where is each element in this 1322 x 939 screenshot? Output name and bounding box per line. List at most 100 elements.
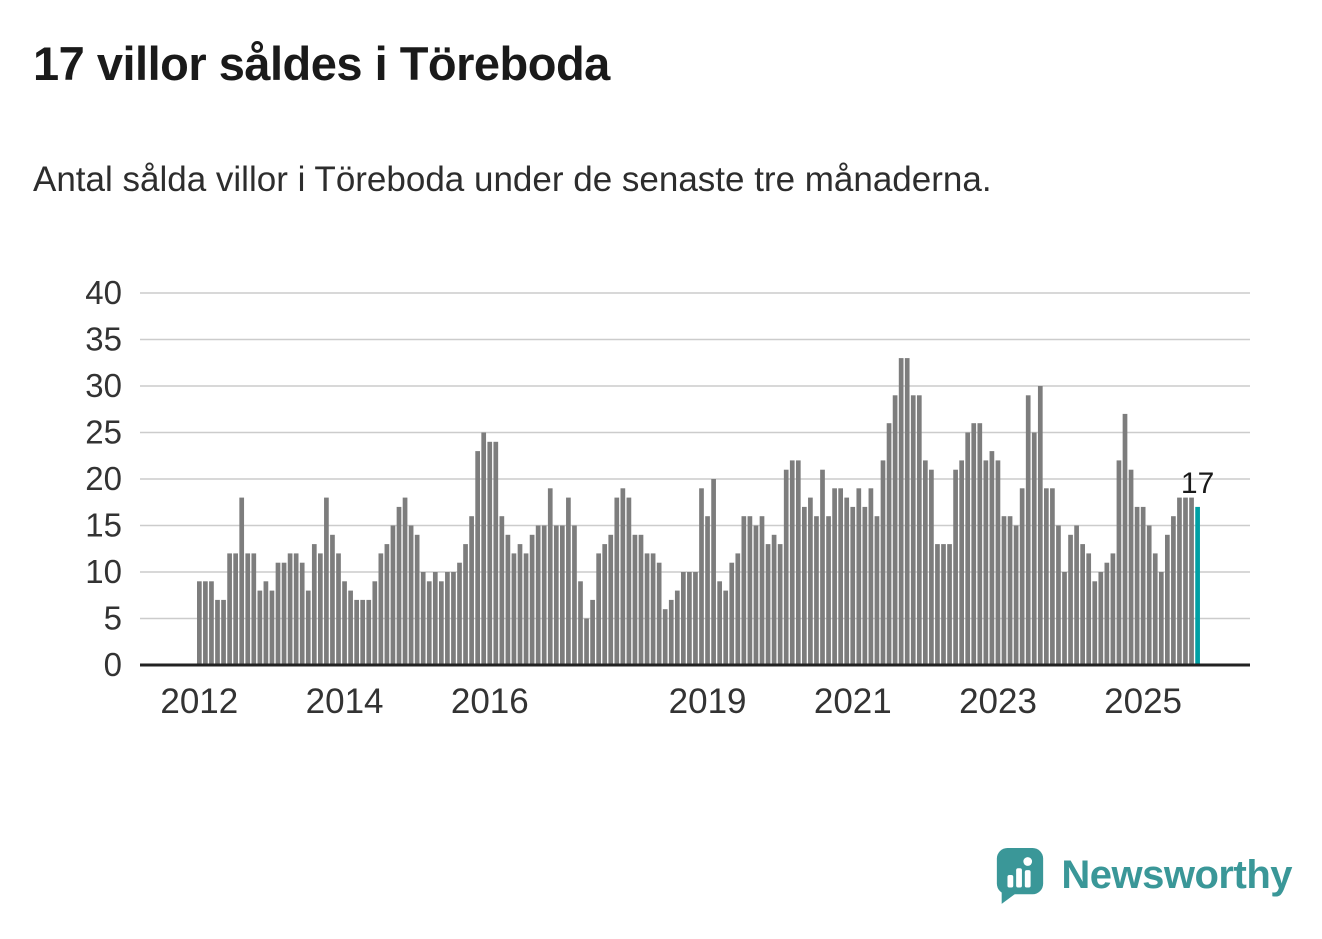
x-tick-label: 2025 — [1104, 682, 1182, 721]
bar — [771, 534, 777, 665]
bar — [1068, 534, 1073, 665]
bar — [1019, 488, 1025, 665]
y-tick-label: 35 — [85, 321, 122, 358]
bar — [396, 506, 402, 665]
bar — [257, 590, 263, 665]
bar — [929, 469, 934, 665]
bar — [560, 525, 565, 665]
bar — [1171, 516, 1176, 665]
bar — [426, 581, 432, 665]
y-tick-label: 30 — [85, 367, 122, 404]
chart-subtitle: Antal sålda villor i Töreboda under de s… — [33, 160, 992, 199]
bar — [644, 553, 650, 665]
bar — [1189, 497, 1194, 665]
bar — [1062, 572, 1067, 665]
bar — [336, 553, 341, 665]
x-tick-label: 2016 — [451, 682, 529, 721]
bar — [372, 581, 378, 665]
bar — [959, 460, 964, 665]
bar — [947, 544, 952, 665]
bar — [1158, 572, 1164, 665]
bar — [451, 572, 456, 665]
bar — [910, 395, 916, 665]
bar — [983, 460, 989, 665]
bar — [281, 562, 287, 665]
bar — [523, 553, 529, 665]
bar — [668, 599, 674, 665]
bar — [203, 581, 208, 665]
bar — [299, 562, 305, 665]
bar — [251, 553, 257, 665]
y-tick-label: 5 — [104, 600, 122, 637]
bar — [1140, 506, 1146, 665]
bar — [862, 506, 868, 665]
bar — [1183, 497, 1188, 665]
bar — [1104, 562, 1110, 665]
bar — [481, 432, 487, 665]
bar — [783, 469, 789, 665]
bar — [795, 460, 801, 665]
bar — [1086, 553, 1092, 665]
bar — [305, 590, 311, 665]
bar — [965, 432, 971, 665]
x-tick-label: 2023 — [959, 682, 1037, 721]
bar — [729, 562, 735, 665]
bar — [765, 544, 771, 665]
y-tick-label: 25 — [85, 414, 122, 451]
bar — [517, 544, 523, 665]
bar — [1152, 553, 1158, 665]
bar — [1165, 534, 1170, 665]
bar — [245, 553, 251, 665]
bar — [1013, 525, 1019, 665]
bar — [432, 572, 438, 665]
bar — [632, 534, 638, 665]
bar — [553, 525, 559, 665]
bar — [1122, 413, 1128, 665]
bar — [487, 441, 493, 665]
bar — [814, 516, 819, 665]
bar — [354, 599, 359, 665]
bar — [904, 358, 910, 665]
bar — [735, 553, 741, 665]
newsworthy-logo: Newsworthy — [993, 845, 1292, 905]
bar — [378, 553, 384, 665]
bar — [626, 497, 632, 665]
bar — [687, 572, 692, 665]
bar — [953, 469, 958, 665]
bar — [420, 572, 426, 665]
bar — [366, 599, 372, 665]
bar — [699, 488, 704, 665]
bar — [348, 590, 353, 665]
x-tick-label: 2012 — [160, 682, 238, 721]
bar — [681, 572, 686, 665]
bar — [711, 479, 716, 665]
bar — [874, 516, 880, 665]
bar — [1177, 497, 1182, 665]
bar — [463, 544, 468, 665]
bar — [717, 581, 722, 665]
bar — [342, 581, 347, 665]
bar — [311, 544, 317, 665]
bar — [1025, 395, 1031, 665]
bar — [1146, 525, 1152, 665]
bar — [475, 451, 480, 665]
bar — [977, 423, 983, 665]
bar — [287, 553, 293, 665]
x-tick-label: 2014 — [306, 682, 384, 721]
y-tick-label: 10 — [85, 553, 122, 590]
highlight-bar — [1195, 506, 1200, 665]
bar-chart: 0 5 10 15 20 25 30 35 40 2012 2014 2016 2019 2021 2023… — [0, 270, 1322, 740]
bar — [898, 358, 904, 665]
bar — [705, 516, 710, 665]
bar — [662, 609, 668, 665]
bar — [850, 506, 856, 665]
bar — [402, 497, 408, 665]
bar — [505, 534, 511, 665]
bar — [269, 590, 275, 665]
bar — [638, 534, 644, 665]
bar — [1001, 516, 1007, 665]
bar — [493, 441, 499, 665]
bar — [1050, 488, 1055, 665]
bar — [868, 488, 874, 665]
